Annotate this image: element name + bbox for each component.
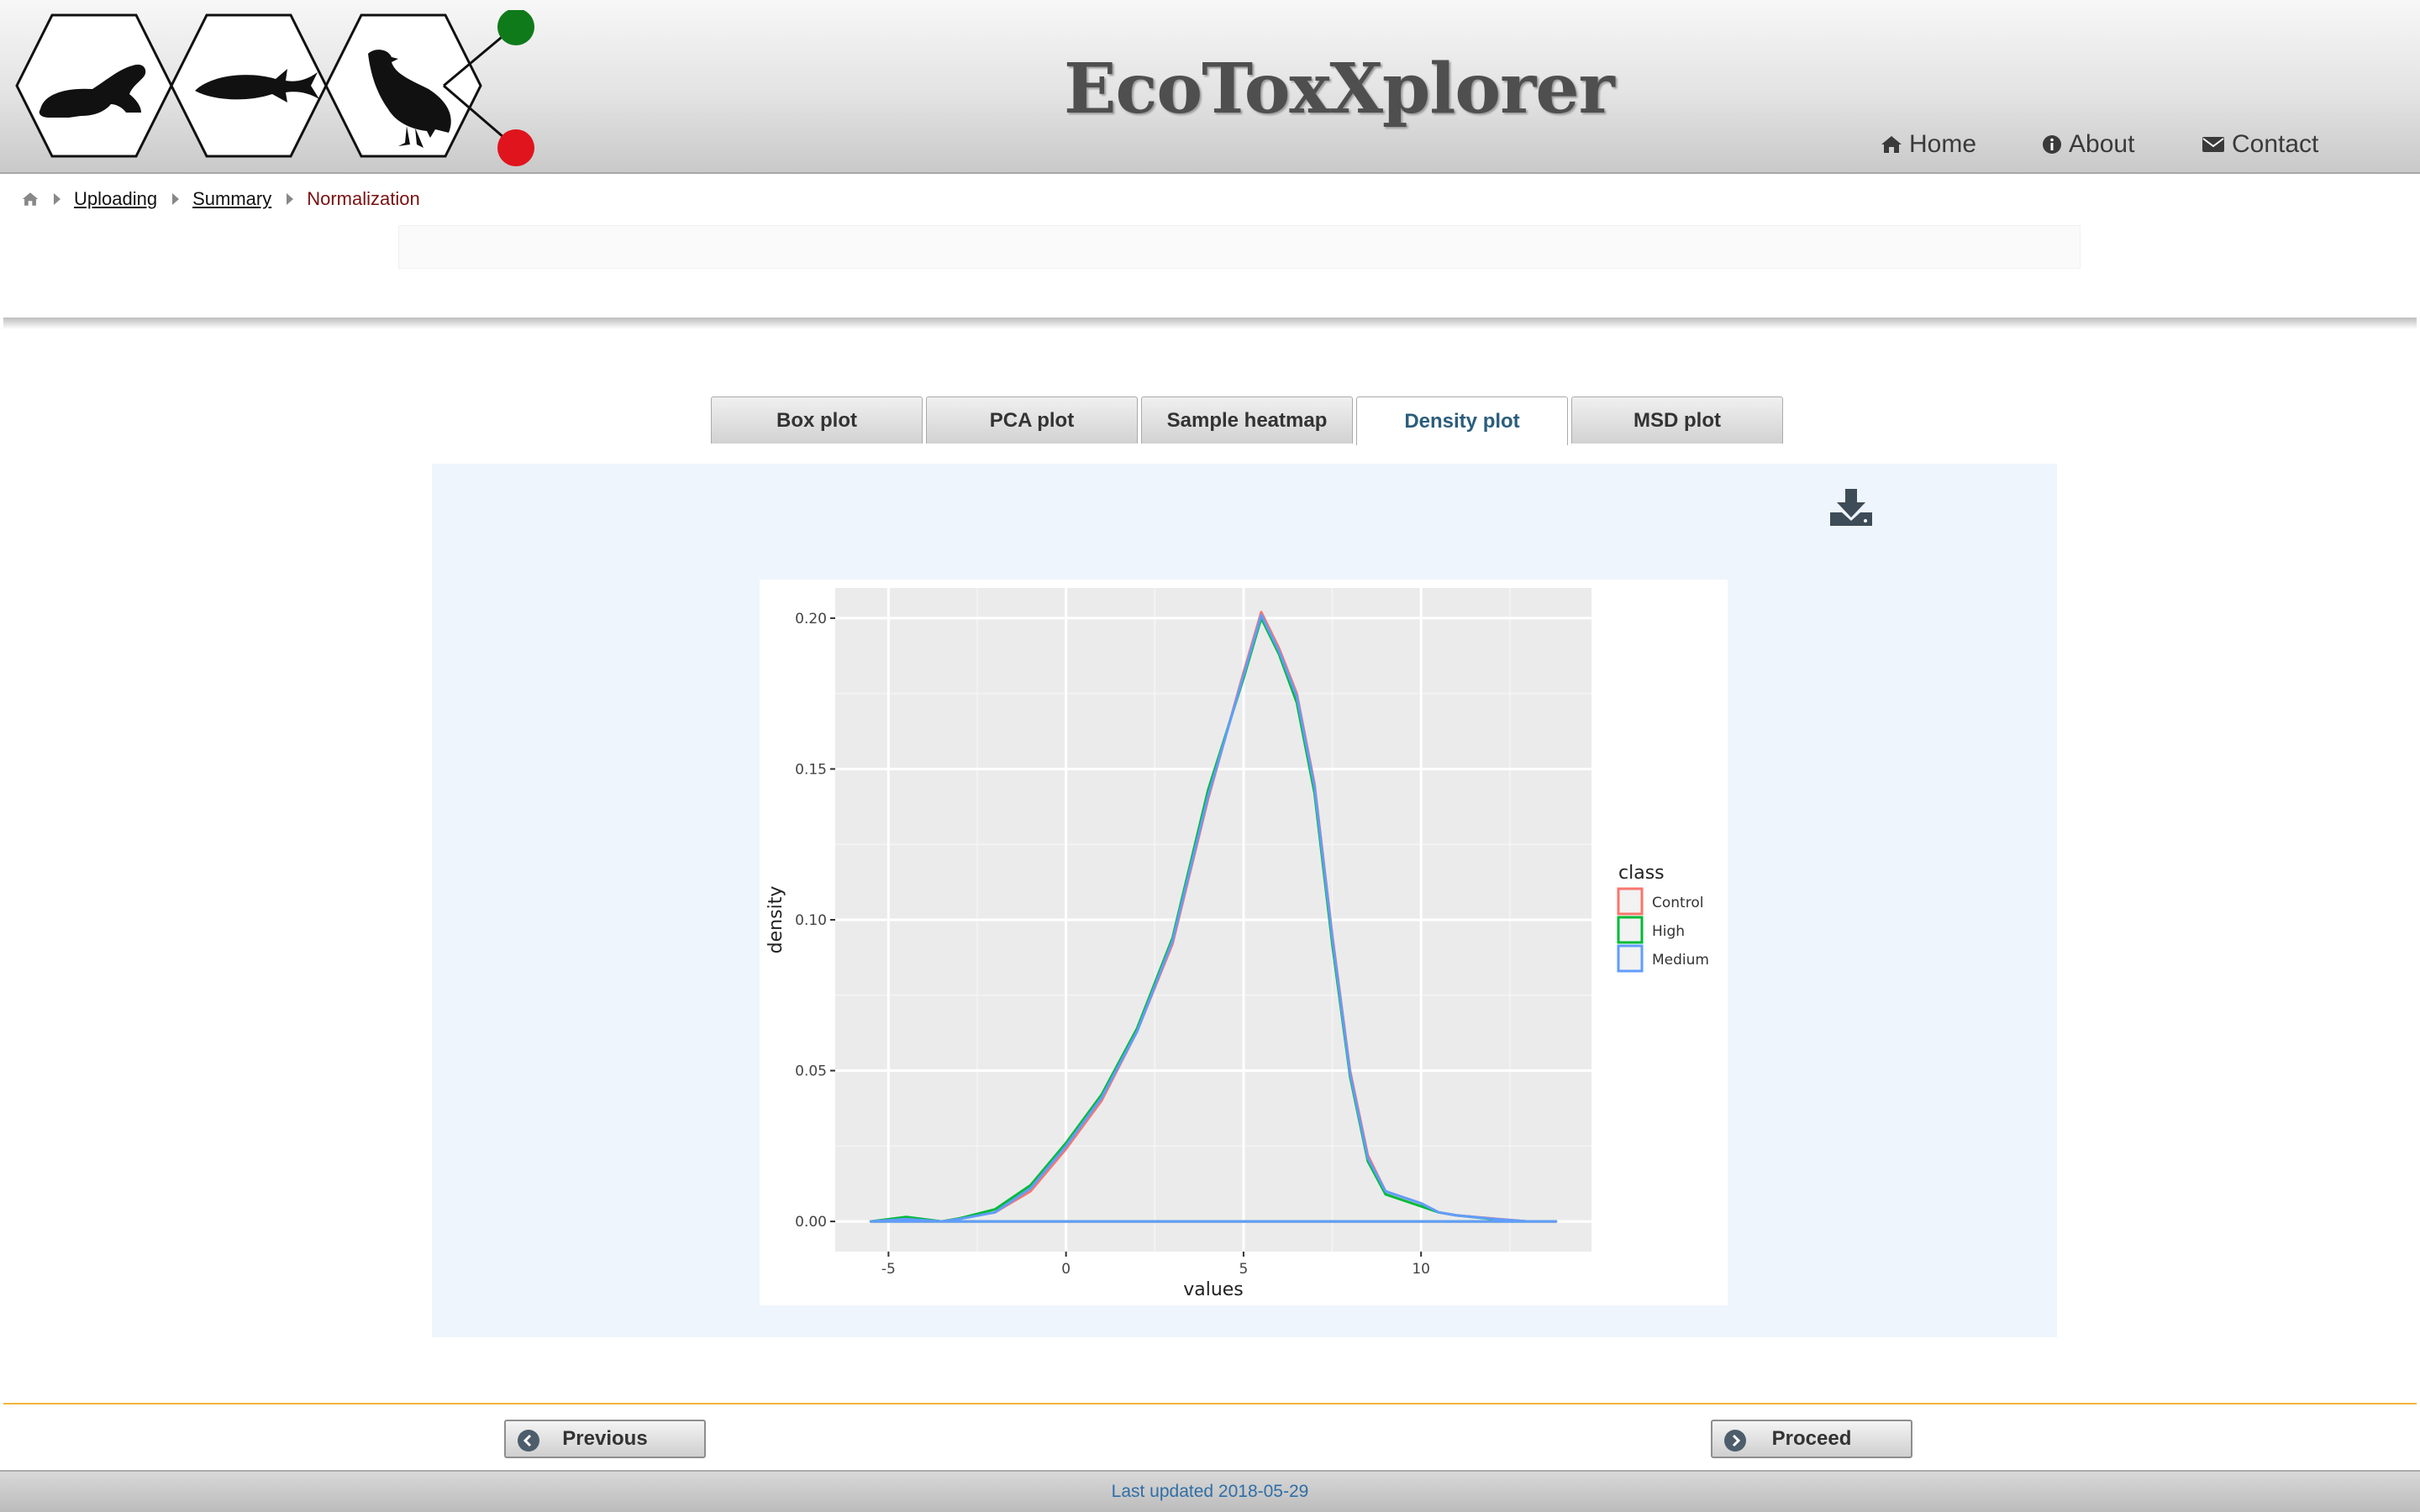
- footer: Last updated 2018-05-29: [0, 1470, 2420, 1512]
- chart-legend: class Control High Medium: [1617, 863, 1709, 973]
- plot-tabs: Box plot PCA plot Sample heatmap Density…: [711, 396, 1783, 445]
- x-tick-label: -5: [881, 1261, 896, 1278]
- fish-icon: [195, 69, 319, 102]
- info-icon: [2043, 135, 2061, 154]
- previous-button[interactable]: Previous: [504, 1420, 706, 1458]
- nav-home-label: Home: [1909, 130, 1977, 158]
- section-divider: [3, 318, 2417, 329]
- y-axis-label: density: [765, 886, 786, 954]
- nav-contact[interactable]: Contact: [2202, 128, 2318, 161]
- tab-density-plot[interactable]: Density plot: [1356, 396, 1568, 445]
- density-chart: -5 0 5 10 0.00 0.05 0.10 0.15 0.20 values densit…: [760, 580, 1728, 1305]
- proceed-button[interactable]: Proceed: [1711, 1420, 1912, 1458]
- tab-sample-heatmap[interactable]: Sample heatmap: [1141, 396, 1353, 444]
- y-tick-label: 0.00: [795, 1214, 827, 1231]
- breadcrumb-summary[interactable]: Summary: [192, 188, 272, 209]
- breadcrumb-separator: [287, 193, 294, 205]
- breadcrumb-uploading[interactable]: Uploading: [74, 188, 158, 209]
- y-tick-label: 0.05: [795, 1063, 827, 1080]
- x-tick-label: 0: [1061, 1261, 1071, 1278]
- tab-msd-plot[interactable]: MSD plot: [1571, 396, 1783, 444]
- green-status-dot: [497, 10, 534, 45]
- legend-label-high: High: [1652, 923, 1685, 940]
- y-tick-label: 0.20: [795, 611, 827, 627]
- breadcrumb-separator: [172, 193, 180, 205]
- arrow-left-circle-icon: [518, 1430, 539, 1452]
- y-tick-label: 0.15: [795, 761, 827, 778]
- bottom-divider: [3, 1403, 2417, 1404]
- breadcrumb-current: Normalization: [307, 188, 420, 209]
- nav-about[interactable]: About: [2042, 128, 2134, 161]
- last-updated: Last updated 2018-05-29: [1111, 1482, 1309, 1501]
- frog-icon: [39, 64, 146, 118]
- axis-ticks: -5 0 5 10 0.00 0.05 0.10 0.15 0.20: [795, 611, 1430, 1278]
- legend-key-control: [1617, 887, 1644, 916]
- home-icon: [1881, 136, 1902, 153]
- nav-about-label: About: [2069, 130, 2135, 158]
- legend-label-medium: Medium: [1652, 952, 1709, 969]
- legend-key-high: [1617, 916, 1644, 944]
- message-bar: [398, 225, 2081, 269]
- nav-contact-label: Contact: [2232, 130, 2319, 158]
- y-tick-label: 0.10: [795, 912, 827, 929]
- x-tick-label: 10: [1412, 1261, 1430, 1278]
- nav-home[interactable]: Home: [1881, 128, 1976, 161]
- proceed-button-label: Proceed: [1771, 1427, 1852, 1450]
- x-tick-label: 5: [1239, 1261, 1249, 1278]
- red-status-dot: [497, 129, 534, 166]
- series-medium-line: [869, 613, 1558, 1223]
- envelope-icon: [2202, 137, 2224, 152]
- legend-title: class: [1618, 863, 1665, 884]
- download-icon[interactable]: [1828, 487, 1874, 528]
- legend-key-medium: [1617, 944, 1644, 973]
- series-lines: [869, 611, 1558, 1223]
- previous-button-label: Previous: [562, 1427, 648, 1450]
- legend-label-control: Control: [1652, 895, 1703, 911]
- breadcrumb-home-icon[interactable]: [22, 191, 39, 207]
- breadcrumb-separator: [54, 193, 60, 205]
- app-header: EcoToxXplorer Home About Contact: [0, 0, 2420, 174]
- breadcrumb: Uploading Summary Normalization: [22, 186, 420, 212]
- x-axis-label: values: [1183, 1279, 1244, 1300]
- tab-pca-plot[interactable]: PCA plot: [926, 396, 1138, 444]
- tab-box-plot[interactable]: Box plot: [711, 396, 923, 444]
- app-logo: [15, 10, 534, 166]
- arrow-right-circle-icon: [1724, 1430, 1746, 1452]
- bird-icon: [368, 50, 451, 148]
- app-title: EcoToxXplorer: [1064, 49, 1615, 129]
